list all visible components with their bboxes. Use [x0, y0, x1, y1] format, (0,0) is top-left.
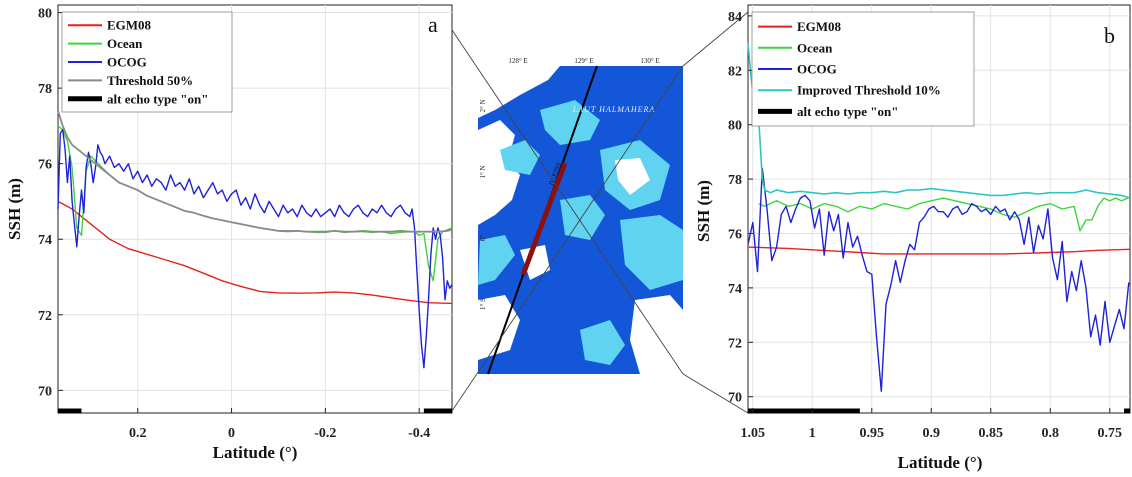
map-sea-label: LAUT HALMAHERA — [572, 105, 656, 114]
legend-entry-alt-echo-type-on: alt echo type "on" — [107, 91, 208, 106]
panel-b-xlabel: Latitude (°) — [898, 453, 983, 472]
map-lon-label: 130° E — [640, 57, 659, 65]
legend-entry-egm08: EGM08 — [797, 19, 842, 34]
y-tick-label: 80 — [728, 119, 742, 134]
y-tick-label: 70 — [728, 391, 742, 406]
panel-b-y-ticks: 70 72 74 76 78 80 82 84 — [728, 10, 753, 406]
map-shallow-3 — [540, 100, 600, 145]
y-tick-label: 78 — [38, 82, 52, 97]
map-shallow-5 — [560, 195, 605, 240]
legend-entry-ocog: OCOG — [107, 55, 147, 70]
panel-b-chart: 1.05 1 0.95 0.9 0.85 0.8 0.75 70 72 74 76 78 80 82 84… — [694, 4, 1131, 472]
map-island-east — [615, 158, 650, 195]
panel-a-y-ticks: 70 72 74 76 78 80 — [38, 7, 63, 399]
legend-entry-alt-echo-type-on: alt echo type "on" — [797, 104, 898, 119]
y-tick-label: 74 — [38, 233, 52, 248]
y-tick-label: 70 — [38, 384, 52, 399]
panel-a-legend: EGM08 Ocean OCOG Threshold 50% alt echo type… — [61, 11, 233, 113]
legend-entry-ocean: Ocean — [797, 40, 833, 55]
connector-line — [682, 373, 749, 414]
x-tick-label: 0.8 — [1042, 426, 1060, 441]
series-line-ocog — [57, 128, 453, 369]
panel-b-ylabel: SSH (m) — [694, 180, 713, 242]
map-shallow-2 — [478, 235, 515, 285]
panel-a-x-ticks: 0.2 0 -0.2 -0.4 — [129, 408, 430, 441]
y-tick-label: 72 — [728, 336, 742, 351]
series-line-improved-threshold-10 — [747, 43, 1131, 199]
connector-line — [682, 11, 749, 67]
x-tick-label: 1.05 — [741, 426, 766, 441]
map-lat-label: 1° S — [479, 298, 487, 310]
y-tick-label: 80 — [38, 7, 52, 22]
map-lon-label: 129° E — [574, 57, 593, 65]
x-tick-label: 0 — [228, 426, 235, 441]
map-island-center — [520, 245, 550, 280]
map-lon-label: 128° E — [508, 57, 527, 65]
y-tick-label: 76 — [38, 158, 52, 173]
legend-entry-ocog: OCOG — [797, 62, 837, 77]
x-tick-label: 0.75 — [1098, 426, 1123, 441]
panel-b-series — [747, 43, 1131, 392]
y-tick-label: 78 — [728, 173, 742, 188]
x-tick-label: 0.9 — [923, 426, 941, 441]
panel-a-ylabel: SSH (m) — [5, 178, 24, 240]
connector-line — [451, 29, 684, 375]
y-tick-label: 72 — [38, 309, 52, 324]
legend-entry-ocean: Ocean — [107, 36, 143, 51]
series-line-egm08 — [57, 200, 453, 305]
connector-line — [451, 65, 684, 412]
map-lat-label: 0° — [479, 235, 487, 242]
panel-a-series — [57, 110, 453, 369]
map-shallow-6 — [620, 215, 683, 290]
x-tick-label: 0.2 — [129, 426, 147, 441]
y-tick-label: 76 — [728, 227, 742, 242]
y-tick-label: 84 — [728, 10, 742, 25]
x-tick-label: -0.2 — [314, 426, 336, 441]
map-lat-label: 1° N — [479, 165, 487, 178]
map-track-segment — [520, 162, 568, 276]
x-tick-label: 0.85 — [979, 426, 1004, 441]
series-line-threshold-50 — [57, 110, 453, 233]
map-lat-label: 2° N — [479, 99, 487, 112]
x-tick-label: 1 — [809, 426, 816, 441]
legend-entry-egm08: EGM08 — [107, 18, 152, 33]
panel-b-x-ticks: 1.05 1 0.95 0.9 0.85 0.8 0.75 — [741, 408, 1123, 441]
panel-a-letter: a — [428, 12, 438, 37]
x-tick-label: 0.95 — [860, 426, 885, 441]
series-line-ocog — [747, 167, 1130, 392]
map-shallow-1 — [500, 140, 540, 175]
y-tick-label: 74 — [728, 282, 742, 297]
map-land-north — [478, 66, 560, 118]
panel-a-chart: 0.2 0 -0.2 -0.4 70 72 74 76 78 80 EGM08 Ocean OCOG… — [5, 4, 453, 462]
panel-b-legend: EGM08 Ocean OCOG Improved Threshold 10% alt … — [751, 11, 975, 127]
panel-a-xlabel: Latitude (°) — [213, 443, 298, 462]
x-tick-label: -0.4 — [408, 426, 430, 441]
series-line-ocean — [758, 197, 1128, 232]
legend-entry-threshold-50: Threshold 50% — [107, 73, 193, 88]
legend-entry-improved-threshold-10: Improved Threshold 10% — [797, 83, 941, 98]
panel-b-letter: b — [1104, 23, 1115, 48]
connector-lines — [451, 11, 749, 414]
map-shallow-7 — [580, 320, 625, 365]
y-tick-label: 82 — [728, 64, 742, 79]
